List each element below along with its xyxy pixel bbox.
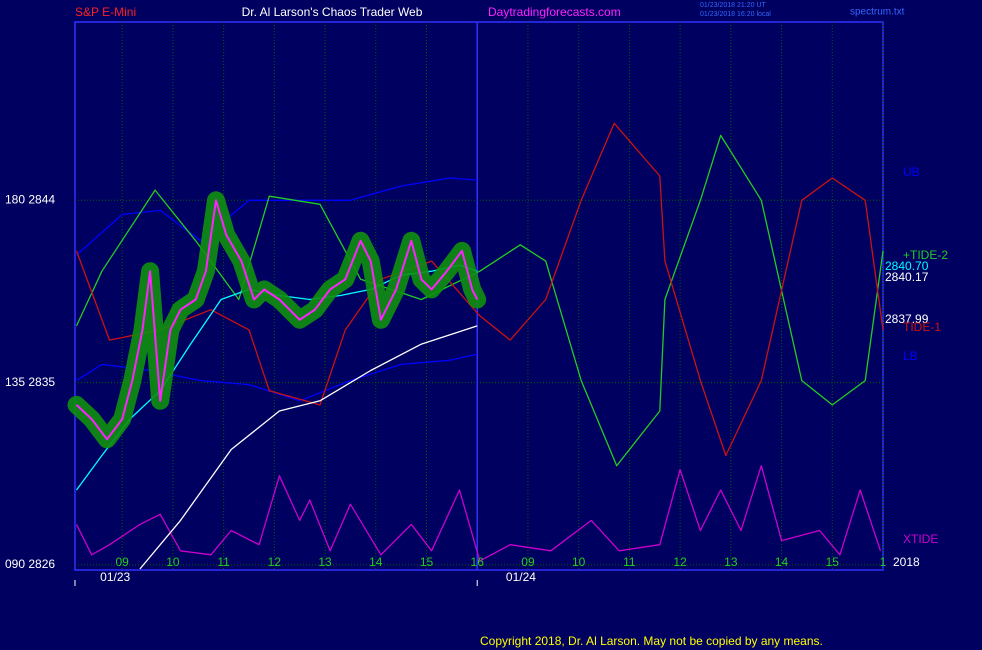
x-tick-label: 14 [369,555,383,569]
legend-label: XTIDE [903,532,938,546]
series-line [139,325,478,570]
annotation: 2840.17 [885,270,929,284]
y-tick-label: 090 2826 [5,557,55,571]
x-tick-label: 15 [826,555,840,569]
y-tick-label: 135 2835 [5,375,55,389]
x-tick-label: 13 [724,555,738,569]
x-tick-label: 11 [623,555,636,569]
series-line [75,465,882,562]
date-label: 01/24 [506,570,536,584]
x-tick-label: 16 [471,555,485,569]
series-line [75,134,884,467]
legend-label: TIDE-1 [903,320,941,334]
site: Daytradingforecasts.com [488,5,621,19]
year: 2018 [893,555,920,569]
x-tick-label: 14 [775,555,789,569]
x-tick-label: 12 [268,555,282,569]
x-tick-label: 15 [420,555,434,569]
y-tick-label: 180 2844 [5,192,55,206]
x-tick-label: 11 [217,555,230,569]
x-tick-label: 12 [673,555,687,569]
x-tick-label: 09 [115,555,129,569]
file-name: spectrum.txt [850,7,905,18]
x-tick-label: 10 [166,555,180,569]
annotation: 2840.70 [885,259,929,273]
legend-label: +TIDE-2 [903,248,948,262]
chart-title: Dr. Al Larson's Chaos Trader Web [242,5,423,19]
symbol: S&P E-Mini [75,5,136,19]
x-tick-label: 1 [880,555,887,569]
x-tick-label: 09 [521,555,535,569]
x-tick-label: 10 [572,555,586,569]
date-label: 01/23 [100,570,130,584]
annotation: 2837.99 [885,312,929,326]
x-tick-label: 13 [318,555,332,569]
timestamp: 01/23/2018 21:20 UT [700,2,766,9]
series-line [75,122,884,457]
copyright: Copyright 2018, Dr. Al Larson. May not b… [480,634,823,648]
legend-label: LB [903,349,918,363]
timestamp: 01/23/2018 16:20 local [700,11,771,18]
series-line [75,199,479,441]
legend-label: UB [903,165,920,179]
